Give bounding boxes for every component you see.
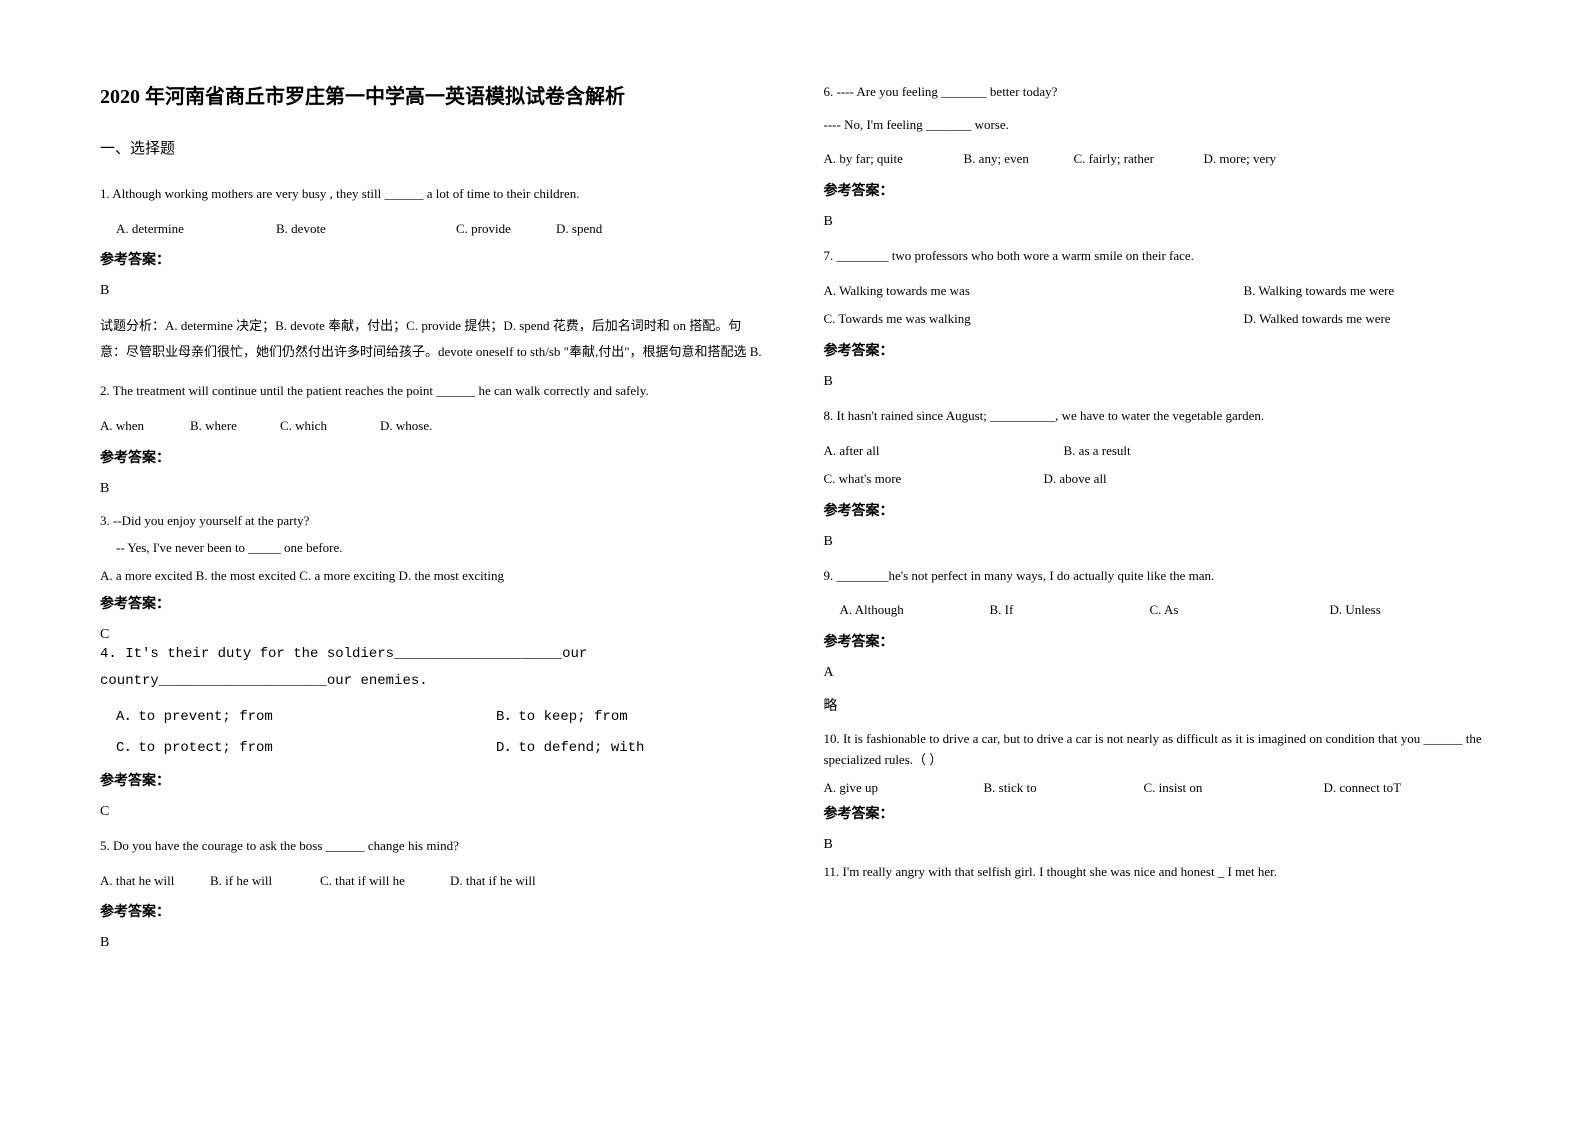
answer-label: 参考答案： bbox=[824, 803, 1488, 823]
answer-label: 参考答案： bbox=[100, 593, 764, 613]
answer-label: 参考答案： bbox=[824, 180, 1488, 200]
option-d: D．to defend; with bbox=[496, 733, 644, 764]
option-d: D. Unless bbox=[1330, 596, 1381, 625]
extra-note: 略 bbox=[824, 695, 1488, 715]
answer: B bbox=[824, 534, 1488, 550]
answer-label: 参考答案： bbox=[824, 500, 1488, 520]
question-text: 4. It's their duty for the soldiers_____… bbox=[100, 641, 764, 694]
option-d: D. more; very bbox=[1204, 145, 1277, 174]
question-text: 1. Although working mothers are very bus… bbox=[100, 182, 764, 207]
option-b: B. where bbox=[190, 412, 280, 441]
question-text: 9. ________he's not perfect in many ways… bbox=[824, 564, 1488, 589]
option-c: C. provide bbox=[456, 215, 556, 244]
options: A. when B. where C. which D. whose. bbox=[100, 412, 764, 441]
answer: A bbox=[824, 665, 1488, 681]
question-text: 5. Do you have the courage to ask the bo… bbox=[100, 834, 764, 859]
option-c: C. what's more bbox=[824, 465, 984, 494]
question-7: 7. ________ two professors who both wore… bbox=[824, 244, 1488, 390]
option-b: B. stick to bbox=[984, 779, 1144, 797]
option-b: B. If bbox=[990, 596, 1150, 625]
option-b: B. any; even bbox=[964, 145, 1074, 174]
options: A. a more excited B. the most excited C.… bbox=[100, 566, 764, 586]
explanation: 试题分析：A. determine 决定；B. devote 奉献，付出；C. … bbox=[100, 313, 764, 365]
option-a: A. Although bbox=[840, 596, 990, 625]
question-text-line2: ---- No, I'm feeling _______ worse. bbox=[824, 113, 1488, 138]
option-a: A. by far; quite bbox=[824, 145, 964, 174]
options: A．to prevent; from B．to keep; from C．to … bbox=[100, 702, 764, 764]
answer-label: 参考答案： bbox=[100, 770, 764, 790]
option-c: C. that if will he bbox=[320, 867, 450, 896]
page-title: 2020 年河南省商丘市罗庄第一中学高一英语模拟试卷含解析 bbox=[100, 80, 764, 109]
options: A. by far; quite B. any; even C. fairly;… bbox=[824, 145, 1488, 174]
answer: B bbox=[824, 837, 1488, 853]
option-d: D. whose. bbox=[380, 412, 432, 441]
option-a: A. Walking towards me was bbox=[824, 277, 1244, 306]
options: A. determine B. devote C. provide D. spe… bbox=[100, 215, 764, 244]
question-text-line2: -- Yes, I've never been to _____ one bef… bbox=[100, 538, 764, 558]
option-a: A. after all bbox=[824, 437, 1004, 466]
section-heading: 一、选择题 bbox=[100, 137, 764, 158]
option-a: A. that he will bbox=[100, 867, 210, 896]
options: A. that he will B. if he will C. that if… bbox=[100, 867, 764, 896]
answer-label: 参考答案： bbox=[824, 340, 1488, 360]
answer: B bbox=[100, 283, 764, 299]
question-text: 11. I'm really angry with that selfish g… bbox=[824, 863, 1488, 881]
option-b: B. Walking towards me were bbox=[1244, 277, 1395, 306]
question-5: 5. Do you have the courage to ask the bo… bbox=[100, 834, 764, 951]
answer-label: 参考答案： bbox=[824, 631, 1488, 651]
question-3: 3. --Did you enjoy yourself at the party… bbox=[100, 511, 764, 644]
answer: C bbox=[100, 804, 764, 820]
options: A. give up B. stick to C. insist on D. c… bbox=[824, 779, 1488, 797]
question-text-line1: 6. ---- Are you feeling _______ better t… bbox=[824, 80, 1488, 105]
question-1: 1. Although working mothers are very bus… bbox=[100, 182, 764, 365]
option-a: A．to prevent; from bbox=[116, 702, 496, 733]
answer: B bbox=[100, 935, 764, 951]
question-2: 2. The treatment will continue until the… bbox=[100, 379, 764, 496]
option-b: B. if he will bbox=[210, 867, 320, 896]
option-a: A. give up bbox=[824, 779, 984, 797]
option-c: C. insist on bbox=[1144, 779, 1324, 797]
question-9: 9. ________he's not perfect in many ways… bbox=[824, 564, 1488, 715]
option-d: D. Walked towards me were bbox=[1244, 305, 1391, 334]
right-column: 6. ---- Are you feeling _______ better t… bbox=[824, 80, 1488, 965]
options: A. Walking towards me was B. Walking tow… bbox=[824, 277, 1488, 334]
option-d: D. spend bbox=[556, 215, 602, 244]
option-c: C．to protect; from bbox=[116, 733, 496, 764]
question-4: 4. It's their duty for the soldiers_____… bbox=[100, 641, 764, 820]
option-c: C. which bbox=[280, 412, 380, 441]
option-c: C. fairly; rather bbox=[1074, 145, 1204, 174]
options: A. after all B. as a result C. what's mo… bbox=[824, 437, 1488, 494]
option-c: C. Towards me was walking bbox=[824, 305, 1244, 334]
option-c: C. As bbox=[1150, 596, 1330, 625]
options: A. Although B. If C. As D. Unless bbox=[824, 596, 1488, 625]
question-text: 10. It is fashionable to drive a car, bu… bbox=[824, 729, 1488, 771]
option-d: D. above all bbox=[1044, 465, 1107, 494]
option-d: D. that if he will bbox=[450, 867, 536, 896]
answer: B bbox=[824, 214, 1488, 230]
answer: B bbox=[100, 481, 764, 497]
question-text: 2. The treatment will continue until the… bbox=[100, 379, 764, 404]
answer-label: 参考答案： bbox=[100, 901, 764, 921]
left-column: 2020 年河南省商丘市罗庄第一中学高一英语模拟试卷含解析 一、选择题 1. A… bbox=[100, 80, 764, 965]
option-b: B．to keep; from bbox=[496, 702, 628, 733]
answer-label: 参考答案： bbox=[100, 447, 764, 467]
question-text: 7. ________ two professors who both wore… bbox=[824, 244, 1488, 269]
option-b: B. devote bbox=[276, 215, 456, 244]
option-a: A. determine bbox=[116, 215, 276, 244]
question-6: 6. ---- Are you feeling _______ better t… bbox=[824, 80, 1488, 230]
question-text-line1: 3. --Did you enjoy yourself at the party… bbox=[100, 511, 764, 531]
option-b: B. as a result bbox=[1064, 437, 1234, 466]
question-8: 8. It hasn't rained since August; ______… bbox=[824, 404, 1488, 550]
answer: B bbox=[824, 374, 1488, 390]
question-11: 11. I'm really angry with that selfish g… bbox=[824, 863, 1488, 881]
page-container: 2020 年河南省商丘市罗庄第一中学高一英语模拟试卷含解析 一、选择题 1. A… bbox=[100, 80, 1487, 965]
answer-label: 参考答案： bbox=[100, 249, 764, 269]
question-10: 10. It is fashionable to drive a car, bu… bbox=[824, 729, 1488, 853]
option-a: A. when bbox=[100, 412, 190, 441]
question-text: 8. It hasn't rained since August; ______… bbox=[824, 404, 1488, 429]
option-d: D. connect toT bbox=[1324, 779, 1402, 797]
